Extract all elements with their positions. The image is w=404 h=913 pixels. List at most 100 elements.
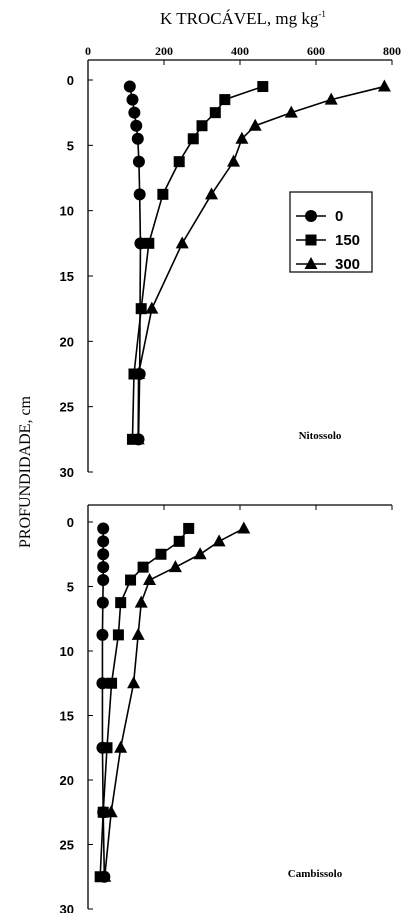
data-point-150 — [115, 597, 127, 609]
y-tick-label: 15 — [60, 269, 74, 284]
y-tick-label: 25 — [60, 838, 74, 853]
x-tick-label: 800 — [383, 44, 401, 58]
legend-marker-150 — [305, 234, 317, 246]
y-tick-label: 20 — [60, 334, 74, 349]
y-tick-label: 20 — [60, 773, 74, 788]
data-point-300 — [168, 560, 182, 573]
y-tick-label: 0 — [67, 515, 74, 530]
data-point-300 — [98, 869, 112, 882]
data-point-150 — [112, 629, 124, 641]
data-point-0 — [133, 188, 146, 201]
data-point-150 — [196, 120, 208, 132]
data-point-300 — [143, 573, 157, 586]
data-point-150 — [155, 548, 167, 560]
series-150 — [94, 522, 195, 883]
data-point-0 — [96, 628, 109, 641]
y-tick-label: 10 — [60, 204, 74, 219]
data-point-300 — [377, 79, 391, 92]
series-300 — [131, 79, 391, 445]
x-axis-title: K TROCÁVEL, mg kg-1 — [160, 9, 326, 28]
data-point-0 — [97, 548, 110, 561]
series-150 — [126, 81, 269, 445]
legend-box — [289, 191, 373, 273]
data-point-150 — [106, 677, 118, 689]
data-point-300 — [212, 534, 226, 547]
data-point-150 — [173, 535, 185, 547]
x-tick-label: 0 — [85, 44, 91, 58]
data-point-150 — [143, 237, 155, 249]
y-tick-label: 0 — [67, 73, 74, 88]
data-point-0 — [96, 596, 109, 609]
data-point-0 — [126, 93, 139, 106]
data-point-150 — [209, 107, 221, 119]
data-point-150 — [137, 561, 149, 573]
series-0 — [123, 80, 147, 446]
y-axis-title: PROFUNDIDADE, cm — [17, 395, 34, 548]
x-tick-label: 200 — [155, 44, 173, 58]
data-point-300 — [134, 595, 148, 608]
data-point-300 — [193, 547, 207, 560]
data-point-150 — [219, 94, 231, 106]
y-tick-label: 5 — [67, 580, 74, 595]
data-point-300 — [237, 521, 251, 534]
data-point-150 — [125, 574, 137, 586]
data-point-0 — [97, 561, 110, 574]
data-point-0 — [128, 106, 141, 119]
data-point-0 — [132, 155, 145, 168]
x-axis-title-superscript: -1 — [318, 9, 326, 19]
data-point-300 — [284, 105, 298, 118]
data-point-300 — [104, 805, 118, 818]
data-point-150 — [94, 871, 106, 883]
legend: 0 150 300 — [289, 191, 373, 273]
data-point-150 — [128, 368, 140, 380]
data-point-0 — [130, 119, 143, 132]
series-0 — [96, 522, 111, 883]
panel-title: Cambissolo — [288, 868, 343, 880]
data-point-150 — [157, 188, 169, 200]
data-point-300 — [131, 432, 145, 445]
data-point-300 — [127, 676, 141, 689]
data-point-300 — [114, 740, 128, 753]
y-tick-label: 10 — [60, 644, 74, 659]
data-point-300 — [175, 236, 189, 249]
y-tick-label: 30 — [60, 465, 74, 480]
x-tick-label: 600 — [307, 44, 325, 58]
data-point-150 — [187, 133, 199, 145]
x-tick-label: 400 — [231, 44, 249, 58]
legend-marker-0 — [305, 210, 317, 222]
legend-marker-300 — [304, 257, 318, 269]
series-300 — [98, 521, 251, 882]
legend-label-150: 150 — [335, 232, 360, 249]
data-point-300 — [145, 301, 159, 314]
data-point-300 — [227, 154, 241, 167]
series-line-150 — [99, 527, 190, 877]
data-point-150 — [135, 303, 147, 315]
data-point-300 — [131, 627, 145, 640]
y-tick-label: 5 — [67, 138, 74, 153]
data-point-150 — [183, 522, 195, 534]
data-point-150 — [97, 806, 109, 818]
data-point-300 — [248, 118, 262, 131]
data-point-150 — [257, 81, 269, 93]
data-point-0 — [97, 574, 110, 587]
y-tick-label: 30 — [60, 902, 74, 913]
data-point-0 — [123, 80, 136, 93]
y-tick-label: 25 — [60, 400, 74, 415]
data-point-300 — [205, 187, 218, 200]
legend-label-0: 0 — [335, 208, 343, 225]
data-point-300 — [324, 92, 338, 105]
data-point-300 — [132, 367, 146, 379]
data-point-150 — [173, 156, 185, 168]
x-axis-title-text: K TROCÁVEL, mg kg — [160, 9, 319, 28]
y-tick-label: 15 — [60, 709, 74, 724]
data-point-0 — [97, 535, 110, 548]
data-point-0 — [96, 677, 109, 690]
data-point-150 — [101, 742, 113, 754]
legend-label-300: 300 — [335, 256, 360, 273]
data-point-150 — [126, 433, 138, 445]
data-point-0 — [131, 132, 144, 145]
panel-cambissolo: 0 5 10 15 20 25 30 Cambissolo — [60, 504, 393, 913]
